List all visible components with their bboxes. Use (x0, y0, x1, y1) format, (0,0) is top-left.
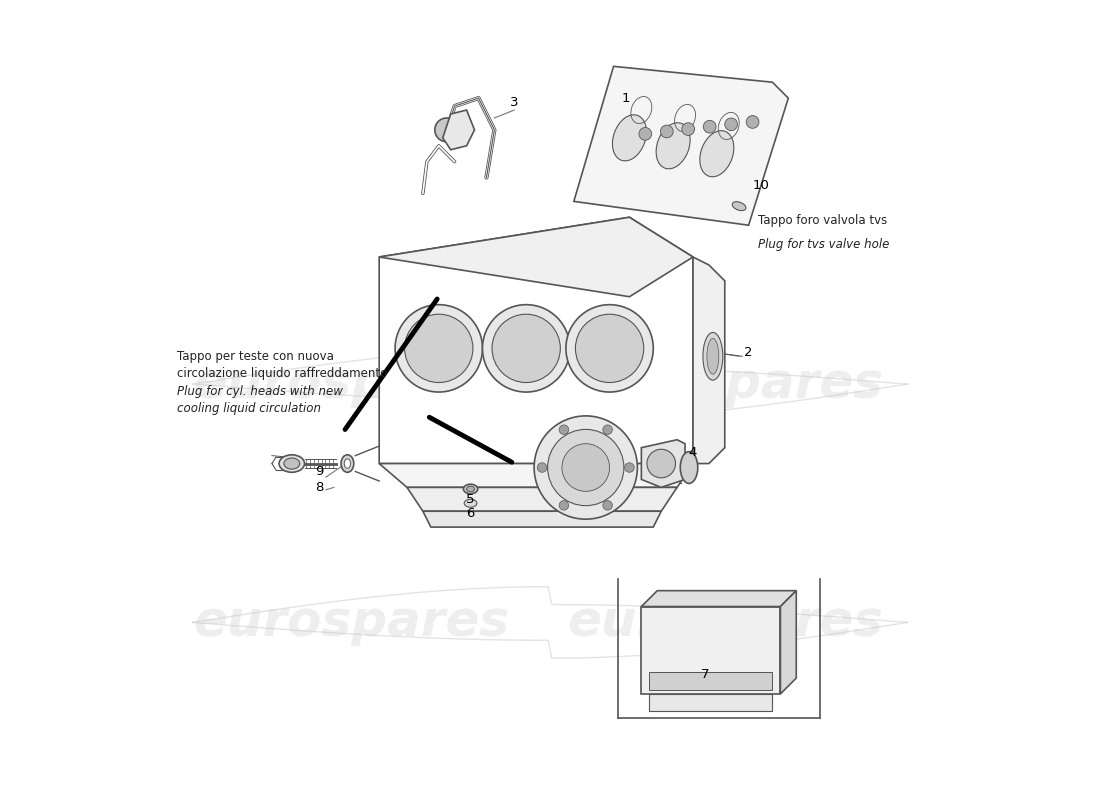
Ellipse shape (279, 455, 305, 472)
Text: 6: 6 (466, 506, 475, 520)
Circle shape (603, 501, 613, 510)
Text: circolazione liquido raffreddamento: circolazione liquido raffreddamento (177, 367, 387, 380)
Circle shape (625, 462, 635, 472)
Polygon shape (574, 66, 789, 226)
Circle shape (535, 416, 637, 519)
Polygon shape (641, 440, 685, 487)
Circle shape (647, 450, 675, 478)
Circle shape (565, 305, 653, 392)
Text: 8: 8 (316, 482, 323, 494)
Circle shape (559, 425, 569, 434)
Ellipse shape (700, 130, 734, 177)
Ellipse shape (656, 122, 690, 169)
Circle shape (562, 444, 609, 491)
Text: 10: 10 (752, 179, 769, 193)
Circle shape (405, 314, 473, 382)
Ellipse shape (464, 499, 477, 507)
Text: 7: 7 (701, 668, 710, 681)
Text: Plug for cyl. heads with new: Plug for cyl. heads with new (177, 385, 342, 398)
Circle shape (746, 115, 759, 128)
Circle shape (395, 305, 483, 392)
Ellipse shape (466, 486, 474, 492)
Circle shape (603, 425, 613, 434)
Circle shape (537, 462, 547, 472)
Text: 5: 5 (466, 494, 475, 506)
Circle shape (559, 501, 569, 510)
Circle shape (660, 125, 673, 138)
Polygon shape (693, 257, 725, 463)
Ellipse shape (703, 333, 723, 380)
Text: Tappo foro valvola tvs: Tappo foro valvola tvs (758, 214, 888, 227)
Polygon shape (641, 606, 780, 694)
Text: eurospares: eurospares (566, 598, 883, 646)
Ellipse shape (613, 114, 647, 161)
Circle shape (548, 430, 624, 506)
Ellipse shape (680, 452, 697, 483)
Ellipse shape (344, 458, 351, 468)
Text: eurospares: eurospares (566, 360, 883, 408)
Polygon shape (649, 694, 772, 711)
Text: eurospares: eurospares (194, 360, 509, 408)
Polygon shape (780, 590, 796, 694)
Text: Plug for tvs valve hole: Plug for tvs valve hole (758, 238, 890, 250)
Ellipse shape (463, 484, 477, 494)
Text: cooling liquid circulation: cooling liquid circulation (177, 402, 320, 415)
Ellipse shape (341, 455, 354, 472)
Circle shape (682, 122, 694, 135)
Text: 1: 1 (621, 92, 629, 105)
Polygon shape (442, 110, 474, 150)
Circle shape (639, 127, 651, 140)
Text: 9: 9 (316, 466, 323, 478)
Circle shape (575, 314, 644, 382)
Polygon shape (379, 218, 693, 297)
Text: 4: 4 (689, 446, 697, 458)
Text: Tappo per teste con nuova: Tappo per teste con nuova (177, 350, 333, 363)
Polygon shape (641, 590, 796, 606)
Circle shape (492, 314, 560, 382)
Polygon shape (379, 463, 693, 487)
Polygon shape (407, 487, 678, 511)
Ellipse shape (284, 458, 300, 469)
Circle shape (725, 118, 737, 130)
Circle shape (703, 120, 716, 133)
Polygon shape (422, 511, 661, 527)
Ellipse shape (707, 338, 718, 374)
Polygon shape (379, 218, 693, 463)
Ellipse shape (733, 202, 746, 210)
Text: 3: 3 (510, 96, 518, 109)
Text: 2: 2 (745, 346, 752, 359)
Circle shape (483, 305, 570, 392)
Bar (649, 673, 772, 690)
Text: eurospares: eurospares (194, 598, 509, 646)
Circle shape (434, 118, 459, 142)
